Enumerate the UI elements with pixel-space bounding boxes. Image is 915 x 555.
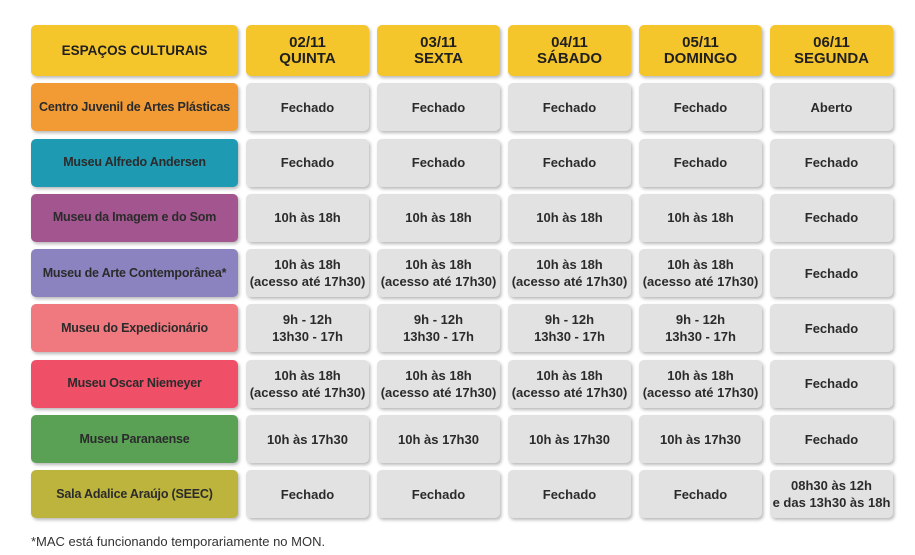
header-day-4: 05/11 DOMINGO	[639, 25, 762, 76]
hours-cell: 10h às 17h30	[246, 415, 369, 464]
day-date: 03/11	[420, 33, 457, 51]
hours-cell: Fechado	[377, 83, 500, 132]
hours-cell: 9h - 12h 13h30 - 17h	[639, 304, 762, 353]
day-date: 06/11	[813, 33, 850, 51]
hours-cell: Fechado	[377, 470, 500, 519]
hours-cell: 9h - 12h 13h30 - 17h	[246, 304, 369, 353]
hours-cell: 10h às 18h	[508, 193, 631, 242]
hours-cell: Fechado	[770, 415, 893, 464]
hours-cell: Fechado	[246, 138, 369, 187]
hours-cell: Fechado	[770, 249, 893, 298]
hours-cell: Fechado	[508, 138, 631, 187]
hours-cell: 08h30 às 12h e das 13h30 às 18h	[770, 470, 893, 519]
hours-cell: 10h às 18h (acesso até 17h30)	[508, 249, 631, 298]
hours-cell: Fechado	[770, 359, 893, 408]
hours-cell: 10h às 17h30	[508, 415, 631, 464]
day-weekday: SEXTA	[414, 49, 463, 67]
venue-label: Museu Oscar Niemeyer	[31, 359, 238, 408]
footnote: *MAC está funcionando temporariamente no…	[31, 534, 326, 549]
hours-cell: 10h às 18h (acesso até 17h30)	[639, 359, 762, 408]
day-date: 05/11	[682, 33, 719, 51]
hours-cell: Fechado	[508, 470, 631, 519]
schedule-table: ESPAÇOS CULTURAIS 02/11 QUINTA 03/11 SEX…	[31, 25, 893, 519]
hours-cell: Fechado	[639, 470, 762, 519]
hours-cell: Fechado	[377, 138, 500, 187]
day-weekday: DOMINGO	[663, 49, 738, 67]
hours-cell: Fechado	[770, 304, 893, 353]
venue-label: Sala Adalice Araújo (SEEC)	[31, 470, 238, 519]
hours-cell: 10h às 18h (acesso até 17h30)	[246, 359, 369, 408]
hours-cell: 10h às 18h	[377, 193, 500, 242]
hours-cell: Fechado	[246, 83, 369, 132]
header-day-1: 02/11 QUINTA	[246, 25, 369, 76]
venue-label: Museu Paranaense	[31, 415, 238, 464]
header-day-2: 03/11 SEXTA	[377, 25, 500, 76]
hours-cell: Fechado	[246, 470, 369, 519]
day-weekday: SEGUNDA	[793, 49, 869, 67]
day-date: 02/11	[289, 33, 326, 51]
day-weekday: SÁBADO	[536, 49, 602, 67]
venue-label: Museu de Arte Contemporânea*	[31, 249, 238, 298]
hours-cell: 10h às 18h (acesso até 17h30)	[377, 249, 500, 298]
hours-cell: 10h às 18h (acesso até 17h30)	[639, 249, 762, 298]
hours-cell: Aberto	[770, 83, 893, 132]
venue-label: Centro Juvenil de Artes Plásticas	[31, 83, 238, 132]
hours-cell: Fechado	[770, 138, 893, 187]
hours-cell: Fechado	[639, 83, 762, 132]
hours-cell: 10h às 18h	[639, 193, 762, 242]
hours-cell: 9h - 12h 13h30 - 17h	[508, 304, 631, 353]
hours-cell: 10h às 18h (acesso até 17h30)	[246, 249, 369, 298]
hours-cell: 9h - 12h 13h30 - 17h	[377, 304, 500, 353]
header-day-3: 04/11 SÁBADO	[508, 25, 631, 76]
day-weekday: QUINTA	[279, 49, 336, 67]
venue-label: Museu da Imagem e do Som	[31, 193, 238, 242]
header-day-5: 06/11 SEGUNDA	[770, 25, 893, 76]
hours-cell: 10h às 17h30	[377, 415, 500, 464]
hours-cell: Fechado	[508, 83, 631, 132]
day-date: 04/11	[551, 33, 588, 51]
hours-cell: Fechado	[639, 138, 762, 187]
hours-cell: 10h às 18h (acesso até 17h30)	[377, 359, 500, 408]
hours-cell: 10h às 17h30	[639, 415, 762, 464]
venue-label: Museu do Expedicionário	[31, 304, 238, 353]
header-title: ESPAÇOS CULTURAIS	[31, 25, 238, 76]
hours-cell: 10h às 18h	[246, 193, 369, 242]
hours-cell: 10h às 18h (acesso até 17h30)	[508, 359, 631, 408]
hours-cell: Fechado	[770, 193, 893, 242]
venue-label: Museu Alfredo Andersen	[31, 138, 238, 187]
